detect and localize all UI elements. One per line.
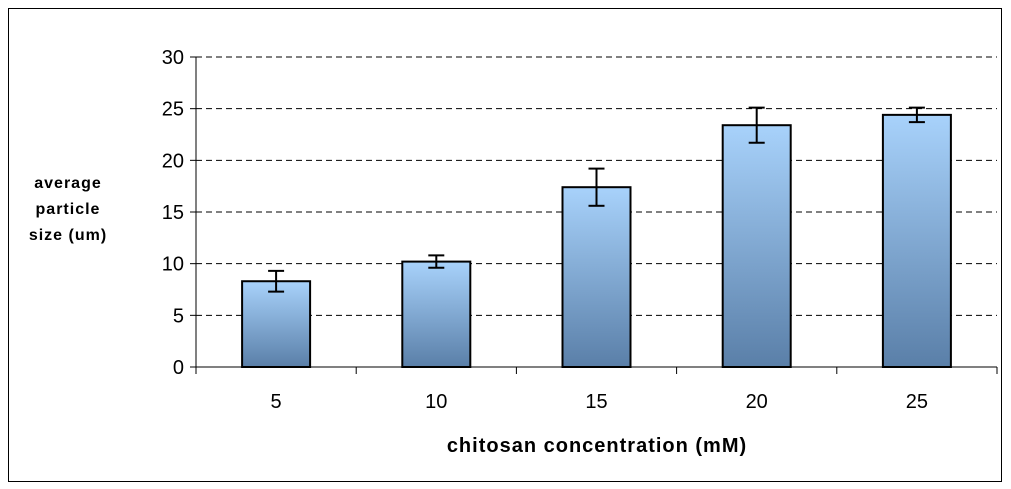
axis-labels: 0 5 10 15 20 25 30 5 10 15 20 25 chitosan concentrat… bbox=[29, 47, 928, 457]
bar bbox=[561, 186, 632, 368]
bar bbox=[241, 280, 312, 369]
y-axis-title-line: particle bbox=[36, 201, 101, 218]
bar bbox=[721, 124, 792, 368]
x-tick-label: 15 bbox=[585, 391, 607, 413]
y-tick-label: 30 bbox=[162, 47, 184, 69]
x-tick-label: 25 bbox=[906, 391, 928, 413]
x-tick-label: 10 bbox=[425, 391, 447, 413]
x-tick-label: 20 bbox=[746, 391, 768, 413]
y-axis-title-line: average bbox=[34, 175, 102, 192]
y-tick-label: 20 bbox=[162, 150, 184, 172]
y-tick-label: 15 bbox=[162, 202, 184, 224]
x-tick-label: 5 bbox=[271, 391, 282, 413]
y-tick-label: 10 bbox=[162, 254, 184, 276]
y-tick-label: 25 bbox=[162, 99, 184, 121]
bars bbox=[241, 106, 952, 369]
bar bbox=[881, 113, 952, 368]
y-axis-title-line: size (um) bbox=[29, 227, 107, 244]
chart-frame bbox=[8, 8, 1002, 482]
axes bbox=[190, 56, 998, 374]
y-axis-title: average particle size (um) bbox=[29, 175, 107, 244]
y-tick-label: 5 bbox=[173, 305, 184, 327]
x-axis-title: chitosan concentration (mM) bbox=[447, 435, 747, 457]
bar bbox=[401, 260, 472, 369]
y-tick-label: 0 bbox=[173, 357, 184, 379]
